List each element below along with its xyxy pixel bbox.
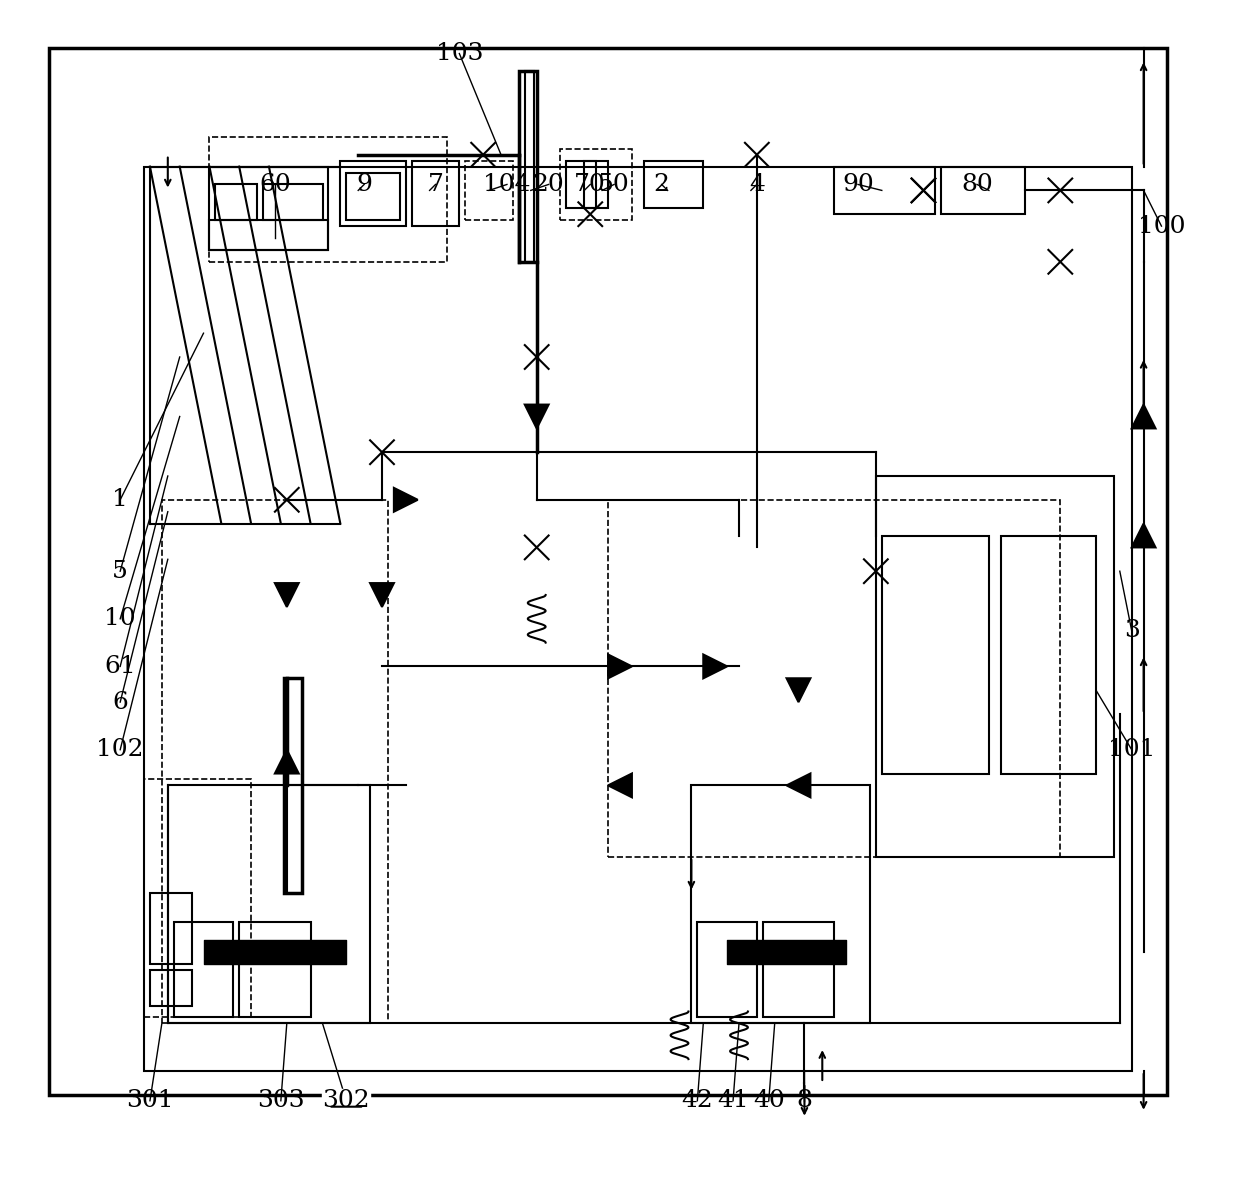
Text: 103: 103: [435, 42, 484, 65]
Polygon shape: [786, 774, 811, 797]
Polygon shape: [608, 654, 632, 678]
Text: 6: 6: [113, 690, 128, 714]
Text: 3: 3: [1123, 619, 1140, 643]
Bar: [48, 48, 1167, 1095]
Text: 80: 80: [961, 173, 993, 196]
Polygon shape: [1132, 405, 1156, 428]
Bar: [346, 173, 399, 220]
Text: 2: 2: [653, 173, 670, 196]
Text: 302: 302: [322, 1089, 370, 1113]
Text: 61: 61: [104, 654, 136, 678]
Bar: [150, 892, 192, 964]
Text: 301: 301: [126, 1089, 174, 1113]
Polygon shape: [275, 750, 299, 774]
Bar: [644, 161, 703, 208]
Bar: [150, 970, 192, 1006]
Text: 8: 8: [796, 1089, 812, 1113]
Polygon shape: [394, 488, 418, 512]
Text: 1: 1: [113, 488, 128, 512]
Bar: [412, 161, 459, 226]
Text: 41: 41: [717, 1089, 749, 1113]
Bar: [608, 500, 1060, 857]
Bar: [525, 71, 534, 262]
Bar: [465, 161, 513, 220]
Bar: [560, 149, 632, 220]
Bar: [239, 922, 310, 1017]
Bar: [174, 922, 233, 1017]
Text: 50: 50: [598, 173, 630, 196]
Bar: [167, 785, 370, 1023]
Text: 40: 40: [753, 1089, 785, 1113]
Bar: [210, 137, 448, 262]
Text: 303: 303: [257, 1089, 305, 1113]
Text: 302: 302: [322, 1089, 370, 1113]
Text: 10: 10: [104, 607, 136, 631]
Polygon shape: [525, 405, 548, 428]
Bar: [518, 71, 537, 262]
Bar: [875, 476, 1114, 857]
Bar: [284, 678, 303, 892]
Bar: [697, 922, 756, 1017]
Bar: [263, 184, 322, 220]
Text: 104: 104: [484, 173, 531, 196]
Polygon shape: [1132, 524, 1156, 547]
Text: 60: 60: [259, 173, 290, 196]
Text: 5: 5: [113, 559, 128, 583]
Bar: [1001, 536, 1096, 774]
Bar: [941, 167, 1024, 214]
Text: 20: 20: [533, 173, 564, 196]
Bar: [144, 779, 250, 1017]
Bar: [692, 785, 870, 1023]
Text: 101: 101: [1109, 738, 1156, 762]
Bar: [340, 161, 405, 226]
Text: 90: 90: [842, 173, 874, 196]
Polygon shape: [786, 678, 811, 702]
Bar: [162, 500, 388, 1023]
Text: 4: 4: [749, 173, 765, 196]
Bar: [835, 167, 935, 214]
Text: 7: 7: [428, 173, 444, 196]
Polygon shape: [703, 654, 727, 678]
Polygon shape: [370, 583, 394, 607]
Bar: [144, 167, 1132, 1071]
Text: 70: 70: [574, 173, 606, 196]
Polygon shape: [608, 774, 632, 797]
Text: 9: 9: [356, 173, 372, 196]
Bar: [882, 536, 988, 774]
Text: 102: 102: [97, 738, 144, 762]
Bar: [216, 184, 257, 220]
Bar: [210, 220, 329, 250]
Text: 42: 42: [682, 1089, 713, 1113]
Bar: [763, 922, 835, 1017]
Bar: [584, 161, 608, 208]
Bar: [210, 167, 329, 250]
Polygon shape: [275, 583, 299, 607]
Text: 100: 100: [1137, 214, 1185, 238]
Bar: [567, 161, 596, 208]
